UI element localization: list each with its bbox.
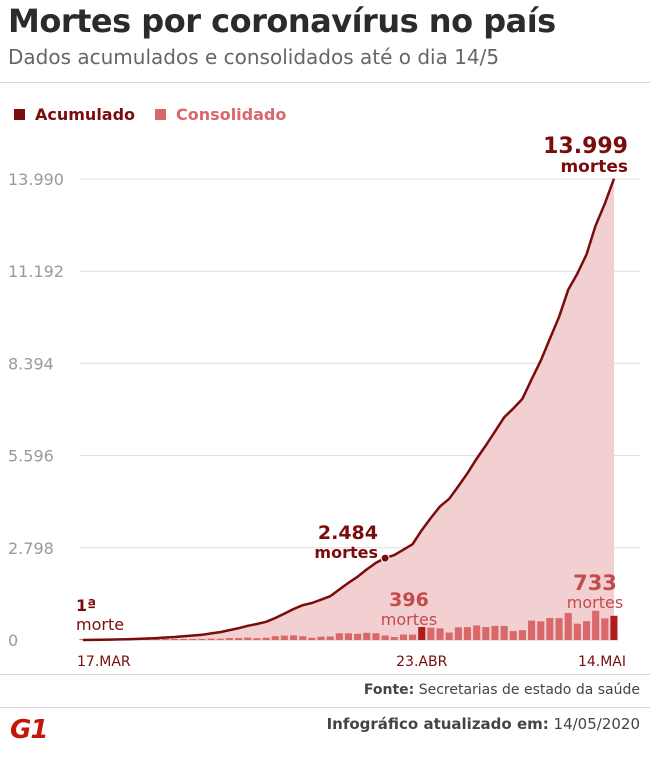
annotation-unit-first-death: morte — [76, 615, 124, 634]
consolidado-bar — [317, 636, 325, 640]
consolidado-bar — [473, 625, 481, 640]
consolidado-bar — [326, 636, 334, 640]
consolidado-bar — [381, 635, 389, 640]
header-divider — [0, 82, 650, 83]
consolidado-bar — [555, 618, 563, 640]
consolidado-bar — [207, 638, 215, 640]
source-note: Fonte: Secretarias de estado da saúde — [364, 682, 640, 698]
acumulado-marker — [380, 553, 390, 563]
consolidado-bar — [335, 633, 343, 640]
y-tick-label: 13.990 — [8, 170, 64, 189]
deaths-chart: 0 2.798 5.596 8.394 11.192 13.990 17.MAR 23.ABR… — [8, 134, 640, 670]
consolidado-bar — [454, 627, 462, 640]
consolidado-bar — [445, 632, 453, 640]
annotation-unit-apr-19: mortes — [314, 543, 378, 562]
consolidado-bar — [418, 627, 426, 640]
consolidado-bar — [573, 623, 581, 640]
consolidado-bar — [463, 627, 471, 640]
consolidado-bar — [152, 639, 160, 640]
annotation-value-total: 13.999 — [543, 134, 628, 159]
legend-label-consolidado: Consolidado — [176, 105, 287, 124]
legend-swatch-consolidado — [155, 109, 167, 120]
y-tick-label: 8.394 — [8, 354, 54, 373]
x-tick-label: 23.ABR — [396, 654, 447, 670]
legend-swatch-acumulado — [14, 109, 25, 120]
consolidado-bar — [171, 639, 179, 640]
consolidado-bar — [79, 639, 87, 640]
page-title: Mortes por coronavírus no país — [8, 2, 556, 40]
acumulado-area — [83, 178, 614, 640]
legend-label-acumulado: Acumulado — [35, 105, 136, 124]
consolidado-bar — [509, 631, 517, 640]
consolidado-bar — [436, 628, 444, 640]
consolidado-bar — [409, 634, 417, 640]
source-divider — [0, 674, 650, 675]
y-tick-label: 2.798 — [8, 539, 54, 558]
consolidado-bar — [290, 635, 298, 640]
consolidado-bar — [518, 630, 526, 640]
consolidado-bar — [528, 620, 536, 640]
y-tick-label: 0 — [8, 631, 18, 650]
consolidado-bar — [225, 638, 233, 640]
consolidado-bar — [583, 621, 591, 640]
consolidado-bar — [354, 633, 362, 640]
consolidado-bar — [372, 633, 380, 640]
consolidado-bar — [344, 633, 352, 640]
consolidado-bar — [235, 638, 243, 640]
annotation-unit-apr-23: mortes — [381, 610, 437, 629]
consolidado-bar — [253, 638, 261, 640]
y-tick-label: 11.192 — [8, 262, 64, 281]
y-tick-label: 5.596 — [8, 447, 54, 466]
annotation-value-may-14: 733 — [573, 571, 617, 595]
consolidado-bar — [189, 639, 197, 640]
annotation-unit-may-14: mortes — [567, 593, 623, 612]
consolidado-bar — [271, 636, 279, 640]
consolidado-bar — [198, 639, 206, 640]
consolidado-bar — [592, 610, 600, 640]
consolidado-bar — [482, 627, 490, 640]
consolidado-bar — [161, 639, 169, 640]
legend-item-consolidado: Consolidado — [155, 105, 286, 124]
x-tick-label: 17.MAR — [77, 654, 131, 670]
consolidado-bar — [564, 613, 572, 640]
consolidado-bar — [546, 618, 554, 640]
consolidado-bar — [491, 625, 499, 640]
consolidado-bar — [500, 626, 508, 640]
consolidado-bar — [537, 621, 545, 640]
consolidado-bar — [601, 618, 609, 640]
x-tick-label: 14.MAI — [578, 654, 626, 670]
consolidado-bar — [399, 634, 407, 640]
consolidado-bar — [427, 627, 435, 640]
annotation-value-apr-23: 396 — [389, 589, 429, 611]
source-label: Fonte: — [363, 682, 415, 698]
consolidado-bar — [280, 635, 288, 640]
legend-item-acumulado: Acumulado — [14, 105, 135, 124]
source-text: Secretarias de estado da saúde — [418, 682, 640, 698]
updated-date: 14/05/2020 — [553, 715, 640, 733]
page-subtitle: Dados acumulados e consolidados até o di… — [8, 45, 500, 69]
consolidado-bar — [610, 615, 618, 640]
consolidado-bar — [308, 637, 316, 640]
acumulado-line — [82, 178, 616, 642]
consolidado-bar — [299, 636, 307, 640]
consolidado-bar — [262, 637, 270, 640]
consolidado-bar — [180, 639, 188, 640]
consolidado-bar — [363, 632, 371, 640]
consolidado-bar — [390, 637, 398, 640]
consolidado-bar — [216, 638, 224, 640]
footer-divider — [0, 707, 650, 708]
updated-label: Infográfico atualizado em: — [326, 715, 549, 733]
updated-note: Infográfico atualizado em: 14/05/2020 — [327, 715, 640, 733]
annotation-unit-total: mortes — [560, 157, 628, 177]
annotation-value-first-death: 1ª — [76, 596, 96, 615]
chart-legend: Acumulado Consolidado — [14, 105, 306, 124]
consolidado-bar — [244, 637, 252, 640]
g1-logo: G1 — [10, 715, 48, 745]
annotation-value-apr-19: 2.484 — [318, 522, 378, 544]
